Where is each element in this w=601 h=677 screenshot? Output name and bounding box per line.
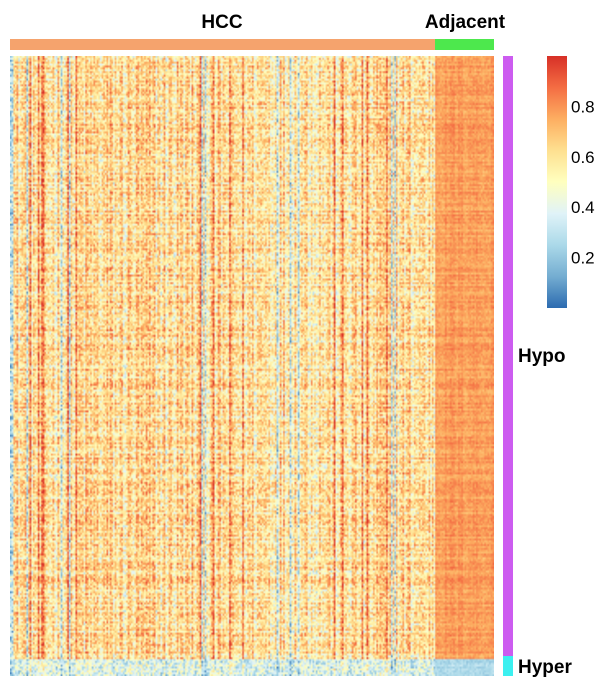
colorbar-tick-label: 0.6 xyxy=(571,148,595,167)
colorbar xyxy=(547,56,567,308)
colorbar-ticks: 0.2 0.4 0.6 0.8 xyxy=(571,97,595,267)
colorbar-tick-label: 0.4 xyxy=(571,198,595,217)
heatmap-cells xyxy=(10,56,494,676)
row-group-label-hyper: Hyper xyxy=(518,657,572,677)
colorbar-tick-label: 0.8 xyxy=(571,97,595,116)
column-annotation-bar-adjacent xyxy=(435,39,494,50)
column-annotation-bar-hcc xyxy=(10,39,435,50)
column-group-label-adjacent: Adjacent xyxy=(425,12,506,33)
row-annotation-bar-hypo xyxy=(503,56,513,656)
row-annotation-bar-hyper xyxy=(503,656,513,676)
row-group-label-hypo: Hypo xyxy=(518,346,566,367)
heatmap-body xyxy=(10,56,494,676)
colorbar-tick-label: 0.2 xyxy=(571,249,595,268)
column-group-label-hcc: HCC xyxy=(201,12,242,33)
